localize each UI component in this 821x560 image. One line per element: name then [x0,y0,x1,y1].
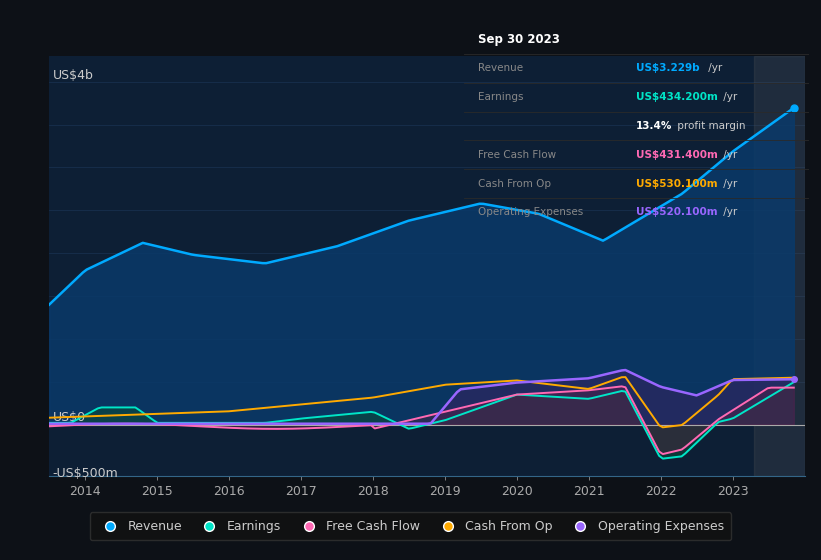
Text: Operating Expenses: Operating Expenses [478,207,583,217]
Text: Cash From Op: Cash From Op [478,179,551,189]
Text: /yr: /yr [720,92,737,102]
Text: Free Cash Flow: Free Cash Flow [478,150,556,160]
Text: /yr: /yr [704,63,722,73]
Text: US$3.229b: US$3.229b [636,63,699,73]
Text: /yr: /yr [720,179,737,189]
Text: US$434.200m: US$434.200m [636,92,718,102]
Text: US$4b: US$4b [53,69,94,82]
Text: Revenue: Revenue [478,63,523,73]
Text: /yr: /yr [720,150,737,160]
Text: 13.4%: 13.4% [636,121,672,131]
Text: Sep 30 2023: Sep 30 2023 [478,33,560,46]
Legend: Revenue, Earnings, Free Cash Flow, Cash From Op, Operating Expenses: Revenue, Earnings, Free Cash Flow, Cash … [89,512,732,540]
Text: -US$500m: -US$500m [53,466,118,479]
Text: Earnings: Earnings [478,92,523,102]
Text: /yr: /yr [720,207,737,217]
Bar [754,56,805,476]
Text: US$520.100m: US$520.100m [636,207,718,217]
Text: US$0: US$0 [53,411,86,424]
Text: profit margin: profit margin [674,121,745,131]
Text: US$530.100m: US$530.100m [636,179,718,189]
Text: US$431.400m: US$431.400m [636,150,718,160]
